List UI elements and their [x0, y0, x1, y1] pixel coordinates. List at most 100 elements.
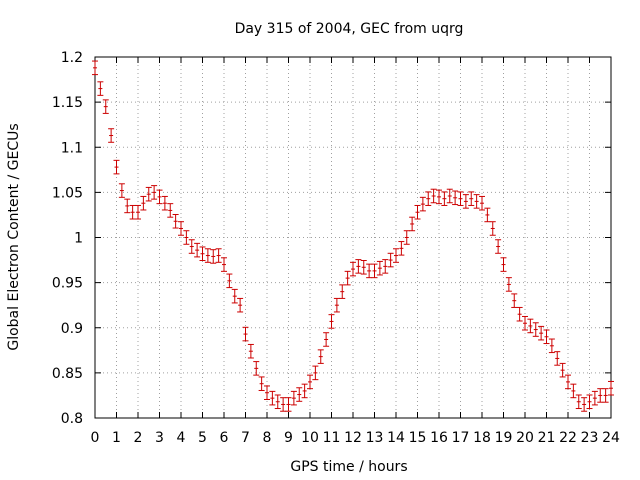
data-point: [102, 99, 109, 114]
y-tick-labels: 0.8 0.85 0.9 0.95 1 1.05 1.1 1.15 1.2: [52, 50, 83, 427]
data-point: [366, 263, 373, 279]
data-point: [280, 397, 287, 412]
x-tick-label: 13: [366, 430, 384, 446]
data-point: [183, 230, 190, 245]
data-point: [393, 248, 399, 263]
chart-title: Day 315 of 2004, GEC from uqrg: [235, 21, 464, 37]
data-point: [129, 204, 136, 220]
data-point: [371, 263, 378, 279]
y-tick-label: 1.05: [52, 185, 83, 201]
y-tick-label: 0.8: [61, 411, 83, 427]
x-tick-label: 19: [495, 430, 513, 446]
data-point: [586, 394, 593, 410]
x-tick-label: 8: [263, 430, 272, 446]
data-point: [350, 261, 356, 277]
data-point: [602, 388, 609, 403]
data-point: [409, 216, 416, 232]
data-point: [264, 385, 270, 400]
data-point: [258, 376, 265, 391]
data-point: [581, 397, 588, 412]
data-point: [355, 259, 362, 274]
data-point: [221, 257, 227, 272]
data-point: [522, 315, 528, 331]
data-point: [199, 246, 206, 262]
data-point: [135, 204, 141, 220]
data-point: [457, 191, 464, 206]
data-point: [178, 221, 184, 236]
y-tick-label: 1: [74, 231, 83, 247]
y-tick-label: 0.85: [52, 366, 83, 382]
x-tick-label: 0: [91, 430, 100, 446]
data-points: [92, 60, 614, 412]
data-point: [527, 318, 534, 334]
data-point: [511, 293, 518, 308]
x-tick-label: 17: [452, 430, 470, 446]
data-point: [462, 194, 469, 209]
x-tick-label: 24: [602, 430, 620, 446]
data-point: [108, 128, 115, 143]
data-point: [167, 203, 174, 218]
data-point: [554, 351, 561, 366]
data-point: [387, 252, 394, 268]
data-point: [532, 322, 539, 337]
data-point: [231, 288, 238, 304]
data-point: [484, 207, 491, 223]
data-point: [597, 388, 604, 403]
data-point: [92, 60, 98, 76]
data-point: [441, 191, 448, 206]
y-tick-label: 0.9: [61, 321, 83, 337]
data-point: [215, 248, 222, 263]
x-tick-label: 20: [516, 430, 534, 446]
data-point: [328, 314, 335, 329]
data-point: [333, 297, 340, 313]
data-point: [204, 248, 211, 263]
data-point: [398, 241, 405, 256]
data-point: [312, 365, 319, 381]
data-point: [419, 196, 426, 212]
data-point: [247, 343, 254, 359]
data-point: [591, 390, 598, 406]
axis-ticks: [94, 56, 612, 419]
x-tick-label: 23: [581, 430, 599, 446]
data-point: [188, 239, 195, 254]
data-point: [538, 325, 545, 341]
x-tick-label: 5: [198, 430, 207, 446]
data-point: [237, 297, 244, 313]
data-point: [430, 188, 437, 204]
data-point: [425, 191, 432, 206]
y-tick-label: 1.15: [52, 95, 83, 111]
y-axis-label: Global Electron Content / GECUs: [6, 123, 22, 350]
data-point: [161, 195, 168, 211]
data-point: [608, 380, 614, 396]
x-tick-label: 9: [284, 430, 293, 446]
data-point: [274, 394, 281, 410]
x-axis-label: GPS time / hours: [290, 459, 407, 475]
data-point: [118, 183, 125, 198]
data-point: [565, 374, 571, 390]
data-point: [285, 397, 292, 412]
data-point: [301, 383, 308, 399]
x-tick-label: 22: [559, 430, 577, 446]
x-tick-label: 18: [473, 430, 491, 446]
x-tick-label: 21: [538, 430, 556, 446]
data-point: [290, 390, 297, 406]
data-point: [339, 284, 346, 299]
x-tick-label: 1: [112, 430, 121, 446]
data-point: [543, 329, 550, 345]
x-tick-label: 11: [323, 430, 341, 446]
data-point: [495, 239, 502, 254]
data-point: [452, 190, 459, 206]
data-point: [403, 230, 410, 245]
data-point: [140, 195, 147, 211]
data-point: [382, 259, 389, 274]
data-point: [172, 213, 179, 229]
data-point: [559, 362, 566, 378]
data-point: [242, 326, 249, 342]
data-point: [151, 185, 158, 200]
data-point: [468, 191, 475, 206]
data-point: [548, 338, 555, 354]
data-point: [194, 242, 201, 258]
data-point: [113, 159, 120, 175]
grid: [95, 57, 611, 418]
